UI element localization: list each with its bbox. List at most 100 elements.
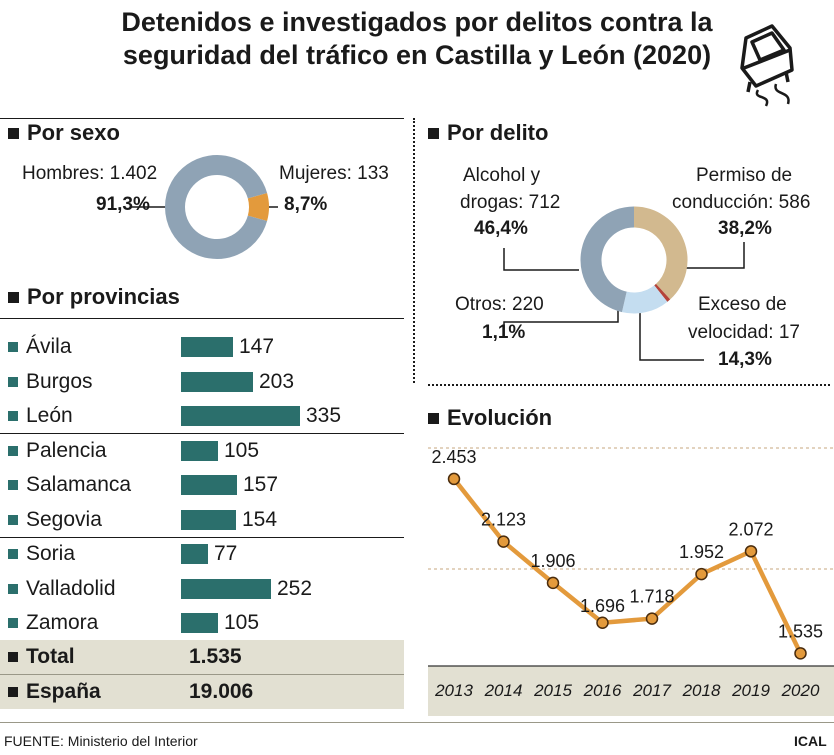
title-line-1: Detenidos e investigados por delitos con… bbox=[121, 7, 713, 37]
province-value: 147 bbox=[239, 335, 275, 358]
evolucion-point bbox=[596, 616, 609, 630]
evolucion-point bbox=[497, 535, 510, 548]
province-value: 105 bbox=[224, 611, 260, 634]
province-marker bbox=[8, 342, 18, 352]
province-bar bbox=[181, 440, 218, 461]
total-row: Total 1.535 bbox=[0, 640, 404, 674]
evolucion-x-tick: 2016 bbox=[583, 681, 622, 700]
sexo-donut bbox=[130, 155, 278, 259]
section-delito-heading: Por delito bbox=[428, 120, 548, 146]
total-value: 1.535 bbox=[189, 645, 242, 668]
total-label: Total bbox=[26, 645, 75, 668]
evolucion-value-label: 2.123 bbox=[481, 510, 526, 530]
divider-total bbox=[0, 674, 404, 675]
province-row: Valladolid 252 bbox=[8, 572, 404, 606]
province-marker bbox=[8, 583, 18, 594]
evolucion-point bbox=[546, 576, 560, 590]
province-value: 105 bbox=[224, 438, 260, 462]
evolucion-x-tick: 2019 bbox=[731, 681, 770, 700]
province-marker bbox=[8, 376, 18, 387]
province-name: Soria bbox=[26, 542, 76, 565]
evolucion-value-label: 2.072 bbox=[728, 519, 773, 539]
espana-label: España bbox=[26, 680, 101, 703]
evolucion-value-label: 1.718 bbox=[629, 587, 674, 607]
evolucion-x-tick: 2015 bbox=[533, 681, 572, 700]
evolucion-series-line bbox=[452, 477, 803, 655]
hombres-pct: 91,3% bbox=[96, 194, 150, 215]
province-row: Soria 77 bbox=[8, 537, 404, 571]
title-line-2: seguridad del tráfico en Castilla y León… bbox=[122, 40, 712, 70]
province-value: 203 bbox=[259, 369, 295, 393]
slice-permiso bbox=[633, 206, 688, 300]
province-row: Segovia 154 bbox=[8, 503, 404, 537]
evolucion-x-tick: 2018 bbox=[682, 681, 721, 700]
section-provincias-heading: Por provincias bbox=[8, 284, 180, 310]
province-value: 154 bbox=[242, 507, 278, 531]
evolucion-value-label: 1.906 bbox=[530, 551, 575, 571]
evolucion-line-chart: 2.453 2013 2.123 2014 1.906 2015 1.696 2016 1.71… bbox=[428, 447, 834, 716]
province-name: León bbox=[26, 404, 73, 427]
permiso-pct: 38,2% bbox=[718, 218, 772, 239]
province-row: Zamora 105 bbox=[8, 606, 404, 640]
province-value: 77 bbox=[214, 542, 238, 565]
province-name: Burgos bbox=[26, 369, 93, 393]
alcohol-label-1: Alcohol y bbox=[463, 165, 541, 186]
evolucion-value-label: 1.952 bbox=[679, 542, 724, 562]
province-bar bbox=[181, 337, 233, 357]
divider-vertical bbox=[413, 118, 415, 383]
divider-evolucion bbox=[428, 384, 830, 386]
evolucion-point bbox=[645, 612, 659, 625]
footer-credit: ICAL bbox=[794, 733, 827, 749]
province-name: Zamora bbox=[26, 611, 99, 634]
province-value: 157 bbox=[243, 473, 279, 496]
permiso-label-1: Permiso de bbox=[696, 165, 793, 186]
province-name: Valladolid bbox=[26, 576, 116, 600]
section-sexo-heading: Por sexo bbox=[8, 120, 120, 146]
evolucion-point bbox=[695, 567, 708, 581]
car-crash-icon bbox=[740, 24, 794, 107]
province-bar bbox=[181, 578, 271, 599]
province-row: Salamanca 157 bbox=[8, 468, 404, 502]
evolucion-axis-band bbox=[428, 666, 834, 716]
divider-prov-2 bbox=[0, 537, 404, 538]
evolucion-value-label: 1.535 bbox=[778, 621, 823, 641]
province-row: Burgos 203 bbox=[8, 365, 404, 399]
province-name: Segovia bbox=[26, 507, 102, 531]
espana-value: 19.006 bbox=[189, 680, 254, 703]
province-marker bbox=[8, 514, 18, 525]
province-value: 252 bbox=[277, 576, 313, 600]
section-evolucion-heading: Evolución bbox=[428, 405, 552, 431]
evolucion-value-label: 1.696 bbox=[580, 596, 625, 616]
province-row: Palencia 105 bbox=[8, 434, 404, 468]
province-name: Salamanca bbox=[26, 473, 132, 496]
province-name: Ávila bbox=[26, 335, 72, 358]
province-value: 335 bbox=[306, 404, 342, 427]
mujeres-label: Mujeres: 133 bbox=[279, 163, 389, 184]
evolucion-x-tick: 2013 bbox=[434, 681, 473, 700]
alcohol-label-2: drogas: 712 bbox=[460, 192, 561, 213]
exceso-pct: 14,3% bbox=[718, 349, 772, 370]
alcohol-pct: 46,4% bbox=[474, 218, 528, 239]
divider-provincias bbox=[0, 318, 404, 319]
page-title: Detenidos e investigados por delitos con… bbox=[0, 6, 834, 72]
province-marker bbox=[8, 411, 18, 421]
province-name: Palencia bbox=[26, 438, 107, 462]
province-bar bbox=[181, 613, 218, 633]
slice-hombres bbox=[165, 155, 268, 259]
province-row: Ávila 147 bbox=[8, 330, 404, 364]
province-bar bbox=[181, 509, 236, 530]
evolucion-x-tick: 2014 bbox=[484, 681, 523, 700]
evolucion-point bbox=[744, 545, 758, 558]
exceso-label-1: Exceso de bbox=[698, 294, 787, 315]
espana-row: España 19.006 bbox=[0, 675, 404, 709]
evolucion-x-tick: 2020 bbox=[781, 681, 820, 700]
footer-source: FUENTE: Ministerio del Interior bbox=[4, 733, 198, 749]
evolucion-value-label: 2.453 bbox=[431, 447, 476, 467]
province-marker bbox=[8, 480, 18, 490]
slice-mujeres bbox=[247, 193, 269, 221]
province-bar bbox=[181, 544, 208, 564]
evolucion-point bbox=[794, 647, 807, 660]
province-marker bbox=[8, 618, 18, 628]
slice-otros bbox=[621, 285, 668, 314]
evolucion-point bbox=[447, 472, 461, 486]
